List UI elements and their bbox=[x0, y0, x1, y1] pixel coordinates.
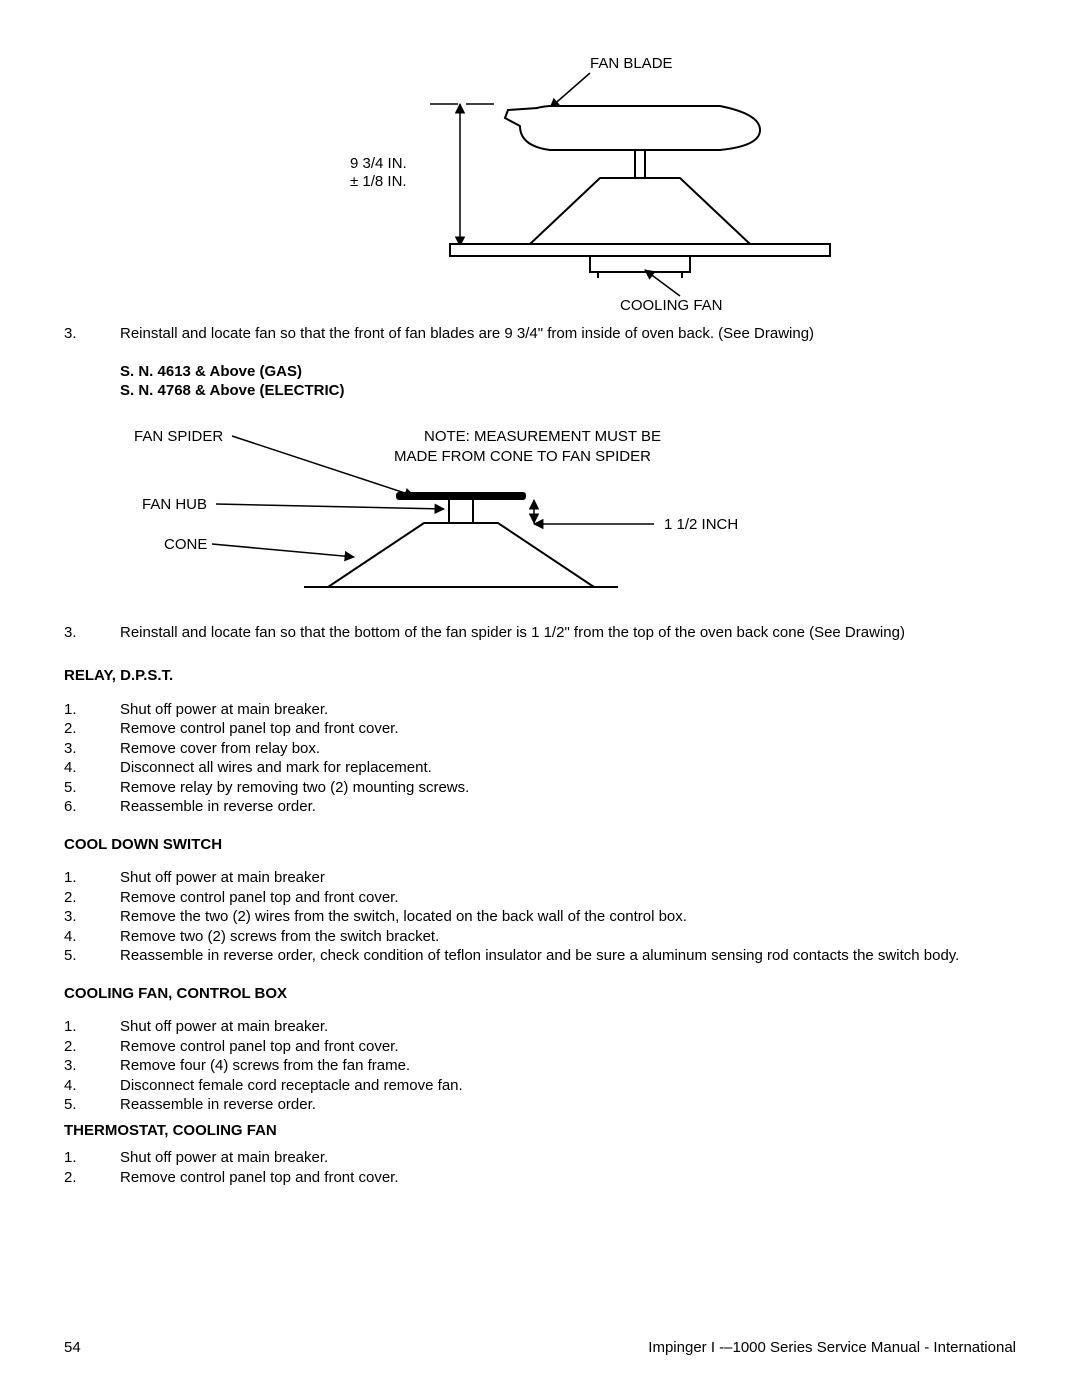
coolingfan-1: Shut off power at main breaker. bbox=[120, 1017, 1016, 1037]
sn-heading: S. N. 4613 & Above (GAS) S. N. 4768 & Ab… bbox=[120, 362, 1016, 401]
list-thermostat: 1.Shut off power at main breaker. 2.Remo… bbox=[64, 1148, 1016, 1187]
label-cooling-fan: COOLING FAN bbox=[620, 297, 723, 314]
coolingfan-2: Remove control panel top and front cover… bbox=[120, 1037, 1016, 1057]
diagram-1: FAN BLADE 9 3/4 IN. ± 1/8 IN. COOLING FA… bbox=[220, 48, 860, 316]
step-3a-num: 3. bbox=[64, 324, 120, 344]
list-coolingfan: 1.Shut off power at main breaker. 2.Remo… bbox=[64, 1017, 1016, 1115]
label-dim1: 9 3/4 IN. bbox=[350, 155, 407, 172]
label-fan-spider: FAN SPIDER bbox=[134, 428, 223, 445]
label-dim2: ± 1/8 IN. bbox=[350, 173, 407, 190]
cooldown-2: Remove control panel top and front cover… bbox=[120, 888, 1016, 908]
relay-3: Remove cover from relay box. bbox=[120, 739, 1016, 759]
manual-title: Impinger I -–1000 Series Service Manual … bbox=[648, 1338, 1016, 1358]
coolingfan-3: Remove four (4) screws from the fan fram… bbox=[120, 1056, 1016, 1076]
page-footer: 54 Impinger I -–1000 Series Service Manu… bbox=[64, 1338, 1016, 1358]
label-fan-blade: FAN BLADE bbox=[590, 55, 673, 72]
thermostat-2: Remove control panel top and front cover… bbox=[120, 1168, 1016, 1188]
diagram-2: FAN SPIDER FAN HUB CONE NOTE: MEASUREMEN… bbox=[104, 419, 824, 609]
coolingfan-4: Disconnect female cord receptacle and re… bbox=[120, 1076, 1016, 1096]
label-cone: CONE bbox=[164, 536, 207, 553]
label-dim: 1 1/2 INCH bbox=[664, 516, 738, 533]
coolingfan-5: Reassemble in reverse order. bbox=[120, 1095, 1016, 1115]
heading-cooldown: COOL DOWN SWITCH bbox=[64, 835, 1016, 855]
step-3a-text: Reinstall and locate fan so that the fro… bbox=[120, 324, 1016, 344]
relay-4: Disconnect all wires and mark for replac… bbox=[120, 758, 1016, 778]
cooldown-1: Shut off power at main breaker bbox=[120, 868, 1016, 888]
relay-1: Shut off power at main breaker. bbox=[120, 700, 1016, 720]
thermostat-1: Shut off power at main breaker. bbox=[120, 1148, 1016, 1168]
step-3a: 3. Reinstall and locate fan so that the … bbox=[64, 324, 1016, 344]
diagram-1-wrap: FAN BLADE 9 3/4 IN. ± 1/8 IN. COOLING FA… bbox=[64, 48, 1016, 316]
cooldown-4: Remove two (2) screws from the switch br… bbox=[120, 927, 1016, 947]
step-3b-num: 3. bbox=[64, 623, 120, 643]
relay-5: Remove relay by removing two (2) mountin… bbox=[120, 778, 1016, 798]
relay-2: Remove control panel top and front cover… bbox=[120, 719, 1016, 739]
diagram-2-wrap: FAN SPIDER FAN HUB CONE NOTE: MEASUREMEN… bbox=[104, 419, 1016, 609]
list-relay: 1.Shut off power at main breaker. 2.Remo… bbox=[64, 700, 1016, 817]
list-cooldown: 1.Shut off power at main breaker 2.Remov… bbox=[64, 868, 1016, 966]
heading-coolingfan: COOLING FAN, CONTROL BOX bbox=[64, 984, 1016, 1004]
label-note1: NOTE: MEASUREMENT MUST BE bbox=[424, 428, 661, 445]
cooldown-3: Remove the two (2) wires from the switch… bbox=[120, 907, 1016, 927]
label-note2: MADE FROM CONE TO FAN SPIDER bbox=[394, 448, 651, 465]
heading-relay: RELAY, D.P.S.T. bbox=[64, 666, 1016, 686]
step-3b-text: Reinstall and locate fan so that the bot… bbox=[120, 623, 1016, 643]
relay-6: Reassemble in reverse order. bbox=[120, 797, 1016, 817]
page-number: 54 bbox=[64, 1338, 81, 1358]
label-fan-hub: FAN HUB bbox=[142, 496, 207, 513]
cooldown-5: Reassemble in reverse order, check condi… bbox=[120, 946, 1016, 966]
heading-thermostat: THERMOSTAT, COOLING FAN bbox=[64, 1121, 1016, 1141]
sn-line2: S. N. 4768 & Above (ELECTRIC) bbox=[120, 381, 1016, 401]
sn-line1: S. N. 4613 & Above (GAS) bbox=[120, 362, 1016, 382]
step-3b: 3. Reinstall and locate fan so that the … bbox=[64, 623, 1016, 643]
